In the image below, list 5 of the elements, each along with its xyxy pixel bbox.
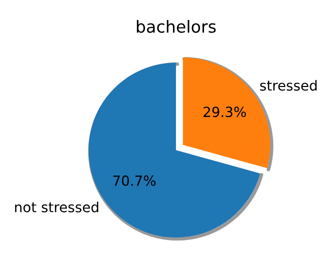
slice-label: not stressed bbox=[15, 202, 98, 212]
chart-title: bachelors bbox=[136, 20, 216, 33]
slice-label: stressed bbox=[260, 80, 317, 91]
data-label: 29.3% bbox=[204, 106, 246, 118]
data-label: 70.7% bbox=[113, 175, 156, 186]
